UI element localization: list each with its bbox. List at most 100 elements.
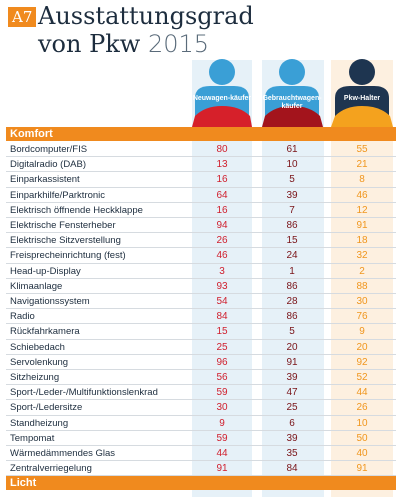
cell-value: 40 (356, 448, 368, 459)
row-label: Zentralverriegelung (10, 463, 92, 475)
row (6, 416, 396, 431)
cell-value: 59 (216, 387, 228, 399)
row (6, 142, 396, 158)
cell-value: 15 (286, 235, 298, 247)
cell-value: 84 (286, 463, 298, 475)
cell-value: 80 (216, 144, 228, 155)
cell-value: 52 (356, 372, 368, 383)
row-label: Bordcomputer/FIS (10, 144, 88, 155)
cell-value: 54 (216, 296, 228, 307)
section-header: Licht (6, 476, 396, 491)
row (6, 431, 396, 446)
cell-value: 44 (356, 387, 368, 399)
cell-value: 9 (219, 417, 225, 429)
row (6, 157, 396, 173)
row (6, 248, 396, 264)
cell-value: 39 (286, 189, 298, 201)
row-label: Freisprecheinrichtung (fest) (10, 250, 126, 262)
cell-value: 94 (216, 220, 228, 231)
row (6, 172, 396, 188)
cell-value: 46 (216, 250, 228, 262)
title: Ausstattungsgrad von Pkw 2015 (38, 2, 254, 58)
cell-value: 61 (286, 144, 298, 155)
cell-value: 25 (286, 402, 298, 414)
title-line: von Pkw 2015 (38, 30, 254, 58)
cell-value: 18 (356, 235, 368, 247)
cell-value: 91 (356, 220, 368, 231)
column-header: Neuwagen-käufer (192, 95, 252, 102)
title-line: Ausstattungsgrad (38, 2, 254, 30)
person-icon (262, 59, 323, 127)
row (6, 309, 396, 325)
row (6, 461, 396, 477)
row-label: Elektrisch öffnende Heckklappe (10, 204, 143, 216)
cell-value: 91 (286, 356, 298, 368)
cell-value: 86 (286, 280, 298, 292)
row-label: Elektrische Fensterheber (10, 220, 116, 231)
row (6, 218, 396, 234)
cell-value: 5 (289, 326, 295, 338)
row (6, 279, 396, 294)
cell-value: 21 (356, 159, 368, 171)
cell-value: 25 (216, 341, 228, 353)
row-label: Einparkassistent (10, 174, 80, 186)
cell-value: 2 (359, 265, 365, 277)
row (6, 370, 396, 386)
row-label: Wärmedämmendes Glas (10, 448, 116, 459)
row (6, 355, 396, 370)
row-label: Head-up-Display (10, 265, 81, 277)
row-label: Einparkhilfe/Parktronic (10, 189, 106, 201)
cell-value: 32 (356, 250, 368, 262)
cell-value: 96 (216, 356, 228, 368)
row (6, 188, 396, 203)
section-header: Komfort (6, 127, 396, 141)
icons (192, 59, 393, 127)
year: 2015 (147, 30, 210, 58)
row (6, 446, 396, 462)
cell-value: 92 (356, 356, 368, 368)
cell-value: 84 (216, 311, 228, 323)
cell-value: 1 (289, 265, 295, 277)
person-icon (331, 59, 393, 127)
row-label: Navigationssystem (10, 296, 90, 307)
cell-value: 6 (289, 417, 295, 429)
row-label: Standheizung (10, 417, 69, 429)
cell-value: 26 (216, 235, 228, 247)
row-label: Klimaanlage (10, 280, 63, 292)
cell-value: 86 (286, 220, 298, 231)
row-label: Sport-/Leder-/Multifunktionslenkrad (10, 387, 158, 399)
cell-value: 3 (219, 265, 225, 277)
cell-value: 26 (356, 402, 368, 414)
cell-value: 12 (356, 204, 368, 216)
cell-value: 59 (216, 432, 228, 444)
row (6, 324, 396, 340)
cell-value: 35 (286, 448, 298, 459)
cell-value: 86 (286, 311, 298, 323)
row-label: Tempomat (10, 432, 55, 444)
person-icon (192, 59, 252, 127)
cell-value: 30 (356, 296, 368, 307)
cell-value: 88 (356, 280, 368, 292)
cell-value: 10 (286, 159, 298, 171)
cell-value: 13 (216, 159, 228, 171)
column-header: Pkw-Halter (343, 95, 381, 102)
row (6, 400, 396, 416)
row (6, 340, 396, 355)
cell-value: 20 (356, 341, 368, 353)
cell-value: 91 (356, 463, 368, 475)
row-label: Sport-/Ledersitze (10, 402, 83, 414)
cell-value: 55 (356, 144, 368, 155)
row-label: Sitzheizung (10, 372, 60, 383)
cell-value: 47 (286, 387, 298, 399)
row-label: Radio (10, 311, 35, 323)
cell-value: 93 (216, 280, 228, 292)
cell-value: 56 (216, 372, 228, 383)
row (6, 203, 396, 218)
row (6, 233, 396, 249)
row-label: Digitalradio (DAB) (10, 159, 87, 171)
subtitle: von Pkw (38, 30, 141, 58)
cell-value: 15 (216, 326, 228, 338)
row (6, 294, 396, 310)
cell-value: 16 (216, 204, 228, 216)
